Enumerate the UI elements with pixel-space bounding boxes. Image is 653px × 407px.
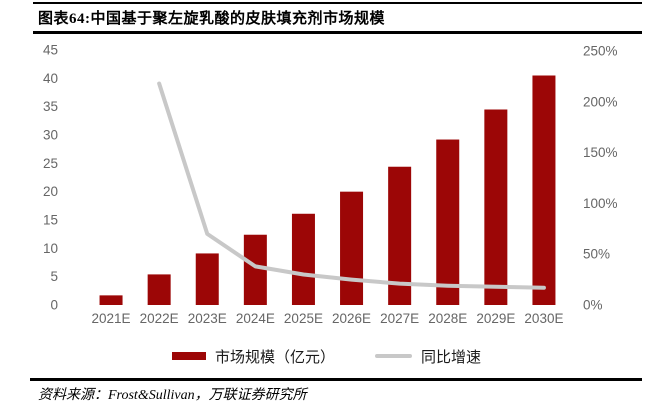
bar-2027E: [388, 166, 412, 305]
bar-2030E: [532, 75, 556, 305]
y-axis-left-tick: 0: [50, 298, 58, 313]
y-axis-left-tick: 40: [43, 71, 58, 86]
legend-bar-swatch: [171, 352, 206, 360]
x-axis-tick: 2027E: [380, 311, 419, 326]
figure-source: 资料来源：Frost&Sullivan，万联证券研究所: [38, 388, 307, 403]
x-axis-tick: 2028E: [428, 311, 467, 326]
y-axis-right-tick: 100%: [583, 196, 618, 211]
y-axis-left-tick: 35: [43, 99, 58, 114]
legend-line-label: 同比增速: [421, 349, 482, 366]
bar-2026E: [340, 191, 364, 305]
market-size-chart: 0 5 10 15 20 25 30 35 40 45 0% 50% 100% 150% 200% 250% 2…: [0, 38, 653, 338]
y-axis-left-tick: 45: [43, 43, 58, 58]
chart-canvas: 0 5 10 15 20 25 30 35 40 45 0% 50% 100% 150% 200% 250% 2…: [43, 43, 618, 327]
bar-2024E: [243, 234, 267, 305]
bar-2029E: [484, 109, 508, 305]
x-axis-tick: 2025E: [284, 311, 323, 326]
y-axis-right-tick: 200%: [583, 94, 618, 109]
bar-2021E: [99, 295, 123, 305]
bar-2028E: [436, 139, 460, 305]
y-axis-right-tick: 0%: [583, 298, 603, 313]
bar-2022E: [147, 274, 171, 305]
y-axis-left-tick: 20: [43, 184, 58, 199]
bar-2023E: [195, 253, 219, 305]
x-axis-tick: 2029E: [476, 311, 515, 326]
y-axis-left-tick: 5: [50, 269, 58, 284]
y-axis-right-tick: 250%: [583, 44, 618, 59]
figure-title: 图表64:中国基于聚左旋乳酸的皮肤填充剂市场规模: [38, 11, 385, 27]
top-rule: [33, 2, 642, 4]
x-axis-tick: 2023E: [188, 311, 227, 326]
legend-line-swatch: [375, 354, 412, 358]
x-axis-tick: 2030E: [524, 311, 563, 326]
x-axis-tick: 2024E: [236, 311, 275, 326]
y-axis-left-tick: 25: [43, 156, 58, 171]
legend-bar-label: 市场规模（亿元）: [214, 349, 335, 366]
growth-line: [157, 81, 546, 290]
y-axis-left-tick: 10: [43, 241, 58, 256]
chart-legend: 市场规模（亿元） 同比增速: [0, 346, 653, 366]
legend-spacer: [344, 356, 366, 357]
title-rule: [33, 31, 642, 34]
bar-2025E: [291, 213, 315, 305]
x-axis-tick: 2026E: [332, 311, 371, 326]
x-axis-tick: 2021E: [92, 311, 131, 326]
source-rule: [30, 378, 642, 381]
y-axis-right-tick: 50%: [583, 247, 610, 262]
y-axis-left-tick: 15: [43, 213, 58, 228]
y-axis-right-tick: 150%: [583, 145, 618, 160]
x-axis-tick: 2022E: [140, 311, 179, 326]
y-axis-left-tick: 30: [43, 128, 58, 143]
